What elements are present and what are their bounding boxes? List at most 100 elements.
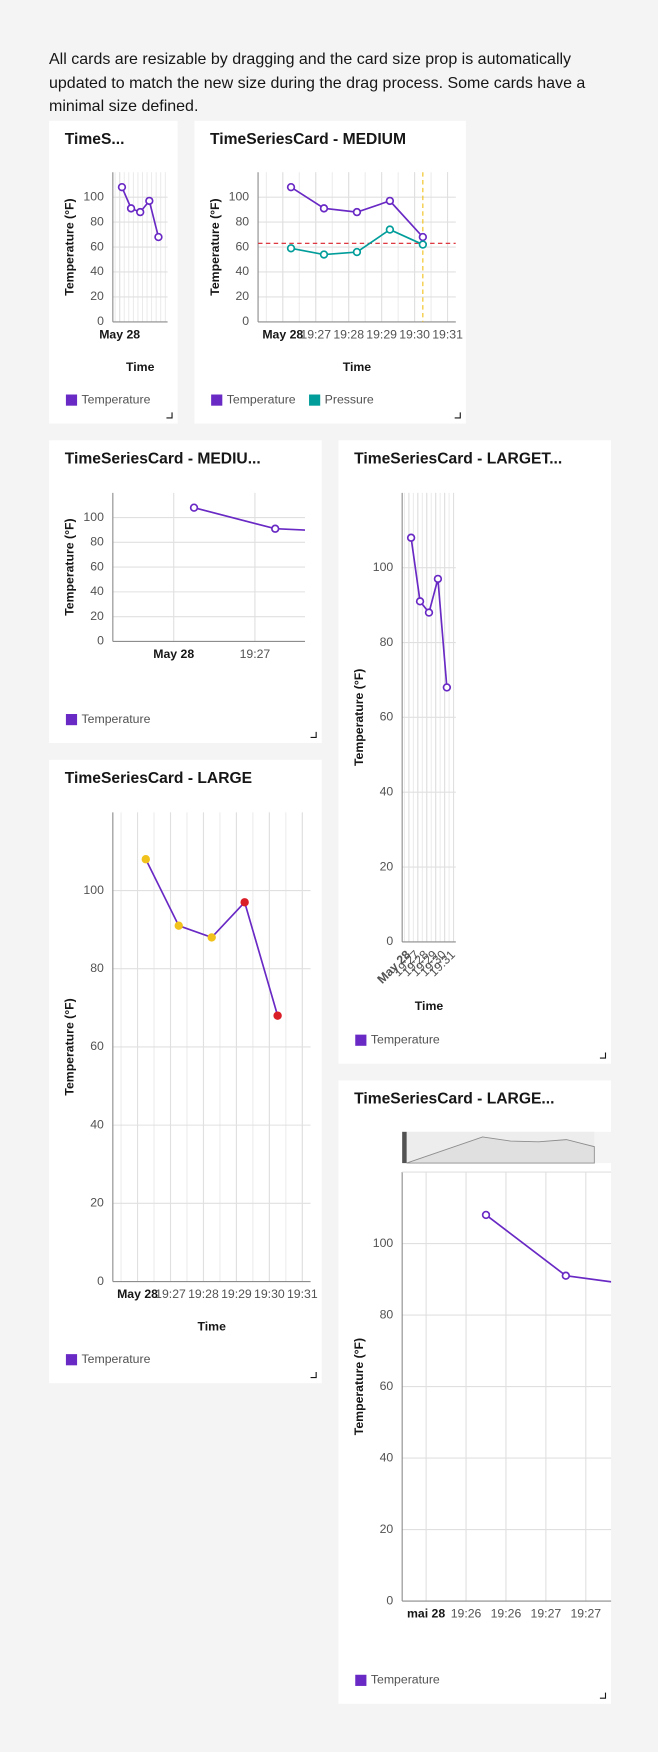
data-point	[273, 1011, 282, 1020]
zoom-bar-area	[406, 1136, 595, 1164]
legend-swatch[interactable]	[211, 394, 223, 406]
card[interactable]: TimeSeriesCard - LARGE 0 20 40 60 80 100 May 28…	[49, 759, 322, 1384]
y-axis-label: Temperature (°F)	[63, 998, 77, 1095]
series-line	[193, 506, 305, 531]
y-tick-label: 60	[90, 239, 104, 253]
data-point	[319, 250, 329, 259]
x-tick-label: 19:31	[432, 328, 463, 342]
data-point	[352, 247, 362, 257]
x-axis-label: Time	[343, 360, 372, 374]
card-title: TimeSeriesCard - MEDIUM	[210, 131, 406, 148]
data-point	[406, 533, 416, 542]
data-point	[385, 225, 395, 234]
legend-label[interactable]: Temperature	[371, 1673, 440, 1687]
legend-swatch[interactable]	[65, 1354, 78, 1366]
y-tick-label: 20	[90, 1196, 104, 1210]
data-point	[352, 207, 362, 217]
y-tick-label: 0	[386, 1593, 393, 1607]
x-tick-label: May 28	[262, 328, 303, 342]
y-tick-label: 100	[83, 189, 104, 203]
zoom-bar-handle[interactable]	[402, 1131, 407, 1164]
y-axis-label: Temperature (°F)	[63, 198, 77, 295]
resize-handle[interactable]	[454, 412, 461, 419]
x-tick-label: 19:31	[287, 1287, 318, 1301]
x-tick-label: 19:30	[254, 1287, 285, 1301]
x-tick-label: 19:29	[366, 328, 397, 342]
legend-swatch[interactable]	[65, 714, 78, 726]
x-tick-label: May 28	[153, 647, 194, 661]
x-axis-label: Time	[197, 1320, 226, 1334]
legend-swatch[interactable]	[355, 1034, 367, 1046]
data-point	[424, 608, 434, 617]
data-point	[286, 182, 296, 192]
legend-swatch[interactable]	[65, 394, 78, 406]
data-point	[319, 204, 329, 213]
card[interactable]: TimeSeriesCard - MEDIU... 0 20 40 60 80 100 May…	[49, 440, 522, 744]
data-point	[189, 503, 199, 512]
description: All cards are resizable by dragging and …	[49, 51, 586, 115]
resize-handle[interactable]	[310, 731, 317, 739]
y-tick-label: 80	[380, 635, 394, 649]
resize-handle[interactable]	[599, 1692, 607, 1699]
legend-label[interactable]: Temperature	[82, 1352, 151, 1366]
y-axis-label: Temperature (°F)	[352, 669, 366, 766]
y-tick-label: 0	[97, 634, 104, 648]
y-tick-label: 80	[380, 1307, 394, 1321]
data-point	[174, 921, 183, 930]
y-tick-label: 100	[373, 560, 394, 574]
legend-swatch[interactable]	[309, 394, 321, 406]
data-point	[271, 524, 280, 533]
y-tick-label: 0	[242, 314, 249, 328]
card-title: TimeSeriesCard - LARGE...	[354, 1091, 554, 1108]
x-tick-label: 19:27	[531, 1607, 562, 1621]
y-tick-label: 60	[90, 1039, 104, 1053]
y-tick-label: 100	[373, 1236, 394, 1250]
card-title: TimeSeriesCard - LARGE	[65, 770, 252, 787]
x-axis-label: Time	[415, 999, 444, 1013]
x-tick-label: 19:27	[240, 647, 271, 661]
y-tick-label: 40	[90, 584, 104, 598]
plot	[481, 1210, 612, 1283]
data-point	[415, 597, 425, 606]
y-tick-label: 20	[90, 609, 104, 623]
x-axis-label: Time	[126, 360, 155, 374]
legend-label[interactable]: Temperature	[82, 712, 151, 726]
card-background	[338, 440, 612, 1064]
y-tick-label: 40	[380, 1450, 394, 1464]
x-tick-label: 19:28	[333, 328, 364, 342]
data-point	[207, 933, 216, 942]
card[interactable]: TimeSeriesCard - MEDIUM 0 20 40 60 80 100 May 2…	[194, 120, 466, 424]
data-point	[385, 196, 395, 206]
card[interactable]: TimeSeriesCard - LARGE... 0 20 40 60 80 100 mai…	[338, 1080, 658, 1704]
y-axis-label: Temperature (°F)	[208, 198, 222, 295]
x-tick-label: 19:28	[188, 1287, 219, 1301]
card[interactable]: TimeS... 0 20 40 60 80 100 May 28 Temperature (°…	[49, 120, 178, 424]
y-tick-label: 40	[380, 784, 394, 798]
legend-label[interactable]: Temperature	[371, 1032, 440, 1046]
resize-handle[interactable]	[599, 1052, 607, 1059]
card[interactable]: TimeSeriesCard - LARGET...020406080100Ma…	[338, 440, 612, 1064]
y-tick-label: 60	[235, 239, 249, 253]
y-tick-label: 40	[235, 264, 249, 278]
resize-handle[interactable]	[310, 1372, 317, 1379]
legend-label[interactable]: Temperature	[82, 392, 151, 406]
plot	[189, 503, 305, 533]
legend-label[interactable]: Temperature	[227, 392, 296, 406]
data-point	[481, 1210, 491, 1220]
data-point	[141, 855, 150, 864]
data-point	[145, 196, 154, 206]
card-title: TimeSeriesCard - LARGET...	[354, 450, 562, 467]
plot	[117, 182, 163, 242]
y-axis-label: Temperature (°F)	[352, 1338, 366, 1435]
y-tick-label: 40	[90, 264, 104, 278]
plot	[406, 533, 452, 692]
x-tick-label: May 28	[99, 328, 140, 342]
legend-swatch[interactable]	[355, 1674, 367, 1686]
y-tick-label: 80	[235, 214, 249, 228]
resize-handle[interactable]	[166, 412, 173, 419]
data-point	[418, 232, 428, 242]
data-point	[286, 244, 296, 253]
plot	[141, 855, 282, 1020]
legend-label[interactable]: Pressure	[325, 392, 374, 406]
